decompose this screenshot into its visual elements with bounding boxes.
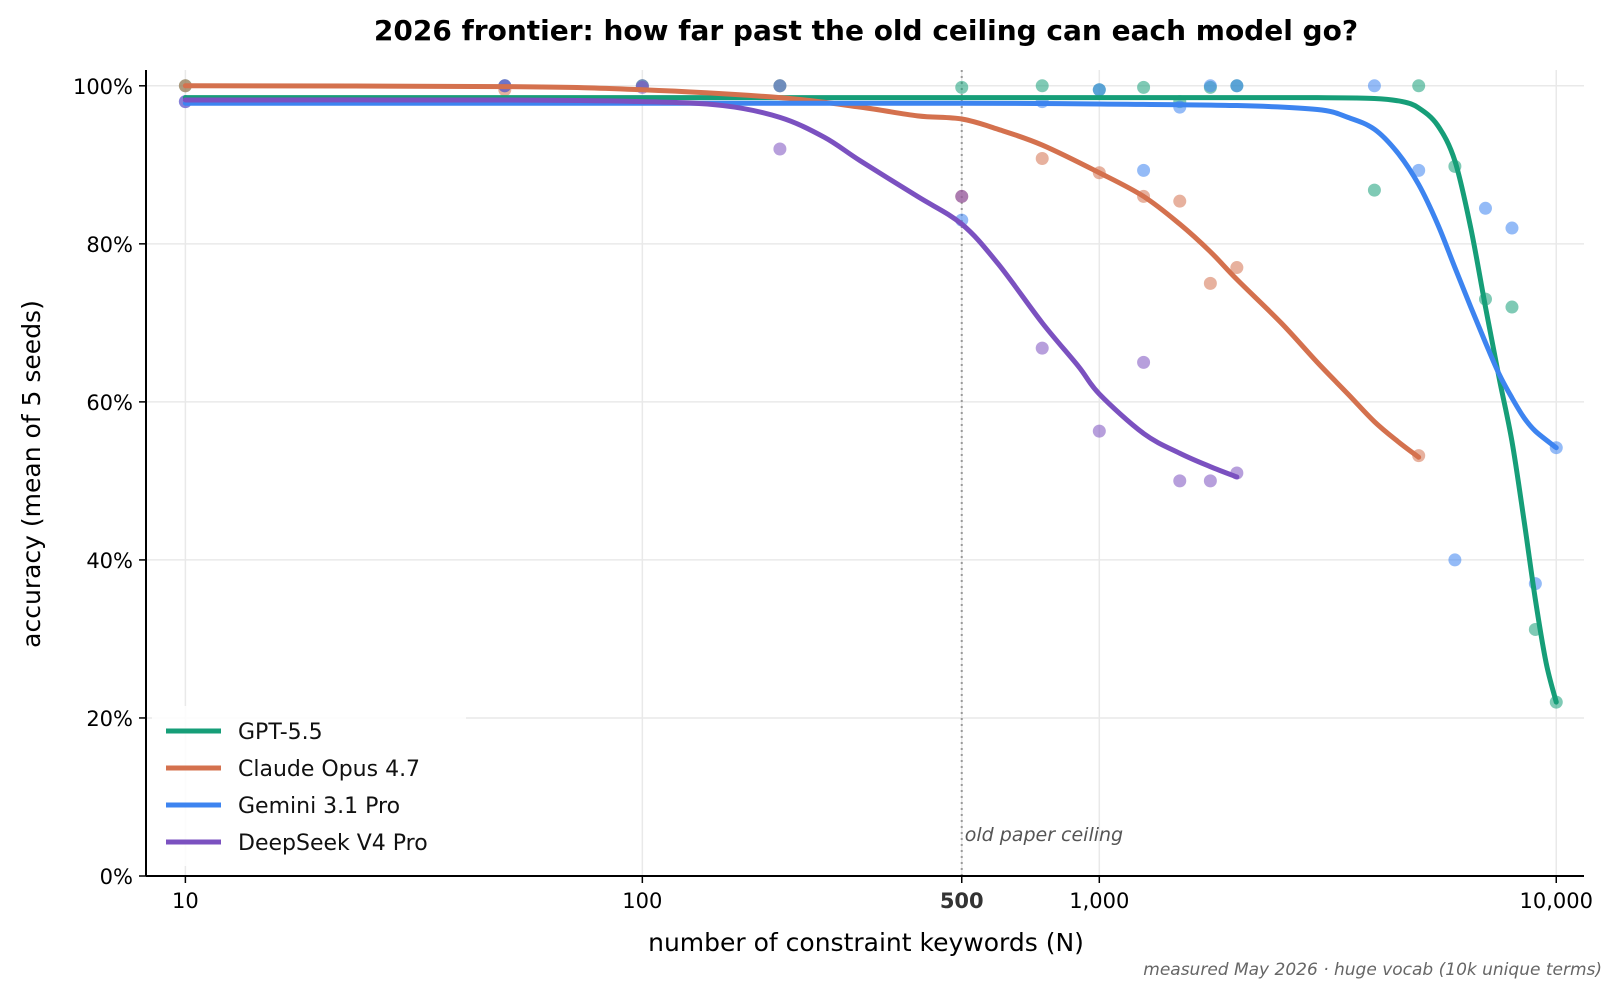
data-point bbox=[1412, 163, 1426, 177]
data-point bbox=[1412, 79, 1426, 93]
data-point bbox=[1035, 341, 1049, 355]
series-line bbox=[182, 100, 1559, 451]
data-point bbox=[1137, 163, 1151, 177]
series-line bbox=[182, 95, 1559, 705]
data-point bbox=[1173, 194, 1187, 208]
y-axis-label: accuracy (mean of 5 seeds) bbox=[17, 300, 46, 648]
data-point bbox=[1367, 79, 1381, 93]
x-axis-label: number of constraint keywords (N) bbox=[648, 928, 1084, 957]
data-point bbox=[1478, 201, 1492, 215]
old-ceiling-label: old paper ceiling bbox=[965, 824, 1123, 846]
x-tick-label: 500 bbox=[940, 889, 984, 913]
data-point bbox=[1203, 276, 1217, 290]
y-tick-label: 60% bbox=[86, 391, 133, 415]
data-point bbox=[1230, 79, 1244, 93]
data-point bbox=[1203, 474, 1217, 488]
x-tick-label: 100 bbox=[622, 889, 662, 913]
annotation-layer: old paper ceiling bbox=[960, 70, 1123, 876]
data-point bbox=[1505, 221, 1519, 235]
axes bbox=[145, 70, 1584, 877]
data-point bbox=[1505, 300, 1519, 314]
y-tick-label: 100% bbox=[73, 75, 133, 99]
data-point bbox=[955, 189, 969, 203]
scatter-points bbox=[178, 79, 1563, 709]
fit-lines bbox=[182, 83, 1559, 705]
chart-title: 2026 frontier: how far past the old ceil… bbox=[374, 14, 1358, 47]
x-tick-label: 10 bbox=[172, 889, 199, 913]
y-tick-label: 20% bbox=[86, 707, 133, 731]
x-tick-label: 10,000 bbox=[1520, 889, 1593, 913]
y-tick-label: 40% bbox=[86, 549, 133, 573]
legend-label: DeepSeek V4 Pro bbox=[238, 831, 428, 856]
tick-marks: 0% 20% 40% 60% 80% 100% 10 100 500 1,000 10,000 bbox=[73, 75, 1593, 913]
data-point bbox=[773, 79, 787, 93]
legend: GPT-5.5 Claude Opus 4.7 Gemini 3.1 Pro Deep… bbox=[152, 706, 466, 866]
data-point bbox=[1367, 183, 1381, 197]
series-line bbox=[182, 83, 1422, 460]
y-tick-label: 80% bbox=[86, 233, 133, 257]
y-tick-label: 0% bbox=[100, 865, 133, 889]
series-line bbox=[182, 97, 1240, 480]
data-point bbox=[1092, 424, 1106, 438]
data-point bbox=[1203, 79, 1217, 93]
data-point bbox=[1137, 355, 1151, 369]
x-tick-label: 1,000 bbox=[1069, 889, 1129, 913]
data-point bbox=[1092, 83, 1106, 97]
legend-label: Claude Opus 4.7 bbox=[238, 757, 420, 782]
data-point bbox=[1035, 79, 1049, 93]
data-point bbox=[955, 80, 969, 94]
data-point bbox=[1035, 152, 1049, 166]
data-point bbox=[1448, 553, 1462, 567]
legend-label: Gemini 3.1 Pro bbox=[238, 794, 400, 819]
legend-label: GPT-5.5 bbox=[238, 720, 323, 745]
data-point bbox=[773, 142, 787, 156]
data-point bbox=[1173, 474, 1187, 488]
data-point bbox=[1137, 80, 1151, 94]
data-point bbox=[1230, 261, 1244, 275]
footnote: measured May 2026 · huge vocab (10k uniq… bbox=[1143, 960, 1602, 980]
